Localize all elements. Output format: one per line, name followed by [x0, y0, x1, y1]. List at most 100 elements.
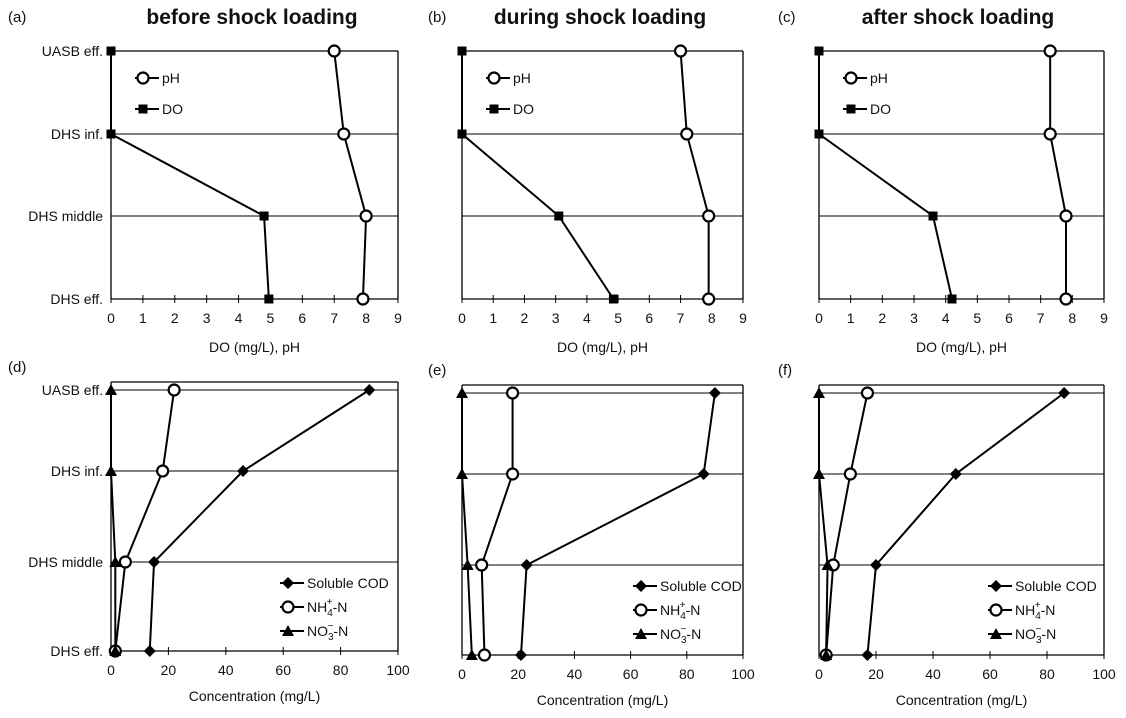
series-line-f-nh4-n [825, 392, 869, 656]
legend-label-c-ph: pH [870, 70, 888, 86]
x-tick-label-f-100: 100 [1092, 666, 1116, 682]
x-tick-label-d-20: 20 [161, 662, 177, 678]
data-point-f-soluble-cod-3 [861, 649, 874, 661]
x-tick-label-f-60: 60 [982, 666, 998, 682]
data-point-a-ph-3 [356, 292, 370, 306]
series-c-ph [1043, 44, 1073, 306]
series-line-e-no3-n [461, 393, 473, 656]
series-f-no3-n [813, 387, 834, 660]
panel-title-c: after shock loading [862, 6, 1055, 29]
series-a-ph [327, 44, 373, 306]
x-tick-label-a-9: 9 [394, 310, 402, 326]
data-point-b-do-2 [554, 211, 564, 221]
x-tick-label-d-80: 80 [333, 662, 349, 678]
data-point-c-ph-2 [1059, 209, 1073, 223]
category-label-a-dhs-eff: DHS eff. [50, 291, 103, 307]
x-axis-title-e: Concentration (mg/L) [537, 692, 669, 708]
x-tick-label-e-20: 20 [510, 666, 526, 682]
legend-label-c-do: DO [870, 101, 891, 117]
series-line-c-ph [1049, 51, 1067, 299]
data-point-d-no3-n-3 [109, 645, 122, 656]
data-point-c-do-0 [814, 46, 824, 56]
data-point-f-soluble-cod-1 [949, 468, 962, 480]
x-tick-label-e-60: 60 [623, 666, 639, 682]
x-tick-label-b-5: 5 [614, 310, 622, 326]
x-tick-label-a-5: 5 [267, 310, 275, 326]
x-axis-title-f: Concentration (mg/L) [896, 692, 1028, 708]
x-tick-label-c-2: 2 [878, 310, 886, 326]
series-d-nh4-n [108, 383, 181, 658]
series-b-do [457, 46, 618, 304]
x-tick-label-c-4: 4 [942, 310, 950, 326]
panel-b: (b) during shock loading 0 1 2 3 4 5 6 7 8 9 DO (mg/… [428, 6, 747, 355]
x-tick-label-a-2: 2 [171, 310, 179, 326]
x-tick-label-b-3: 3 [552, 310, 560, 326]
series-e-soluble-cod [515, 387, 721, 661]
x-tick-label-a-3: 3 [203, 310, 211, 326]
x-tick-label-e-40: 40 [567, 666, 583, 682]
data-point-b-ph-1 [680, 127, 694, 141]
legend-marker-a-do [138, 104, 148, 114]
panel-c: (c) after shock loading 0 1 2 3 4 5 6 7 8 9 DO (mg/L… [778, 6, 1108, 355]
data-point-c-ph-3 [1059, 292, 1073, 306]
data-point-d-soluble-cod-3 [143, 645, 156, 657]
panel-d: (d) 0 20 40 60 80 100 Concentration (mg/L) UASB … [8, 359, 410, 704]
category-label-d-uasb-eff: UASB eff. [42, 382, 103, 398]
legend-label-e-nh4-n: NH4+-N [660, 600, 700, 622]
x-tick-label-a-7: 7 [330, 310, 338, 326]
x-tick-label-f-40: 40 [925, 666, 941, 682]
legend-marker-f-no3-n [990, 628, 1002, 639]
legend-c: pH DO [843, 70, 891, 117]
data-point-e-soluble-cod-0 [708, 387, 721, 399]
legend-marker-d-soluble-cod [282, 577, 294, 589]
x-tick-label-f-0: 0 [815, 666, 823, 682]
series-line-c-do [818, 51, 953, 300]
data-point-e-no3-n-1 [456, 468, 468, 479]
legend-marker-c-do [846, 104, 856, 114]
panel-letter-f: (f) [778, 362, 792, 379]
x-tick-label-e-100: 100 [731, 666, 755, 682]
x-tick-label-b-7: 7 [677, 310, 685, 326]
data-point-b-do-0 [457, 46, 467, 56]
legend-marker-a-ph [136, 71, 150, 85]
x-tick-label-b-1: 1 [489, 310, 497, 326]
legend-label-f-soluble-cod: Soluble COD [1015, 578, 1097, 594]
data-point-a-do-2 [259, 211, 269, 221]
data-point-e-soluble-cod-1 [697, 468, 710, 480]
series-e-no3-n [456, 387, 478, 660]
x-tick-label-b-4: 4 [583, 310, 591, 326]
x-axis-title-a: DO (mg/L), pH [209, 339, 300, 355]
panel-letter-e: (e) [428, 362, 446, 379]
x-tick-label-a-6: 6 [298, 310, 306, 326]
data-point-b-do-3 [608, 294, 618, 304]
category-label-a-dhs-middle: DHS middle [28, 208, 103, 224]
series-line-f-no3-n [818, 393, 829, 656]
panel-e: (e) 0 20 40 60 80 100 Concentration (mg/L) Solub… [428, 362, 755, 708]
legend-label-d-nh4-n: NH4+-N [307, 597, 347, 619]
series-d-no3-n [105, 384, 122, 656]
legend-marker-c-ph [844, 71, 858, 85]
data-point-b-ph-2 [702, 209, 716, 223]
x-tick-label-b-9: 9 [739, 310, 747, 326]
data-point-e-nh4-n-1 [505, 467, 520, 481]
legend-b: pH DO [486, 70, 534, 117]
panel-letter-b: (b) [428, 9, 446, 26]
data-point-f-no3-n-1 [813, 468, 825, 479]
legend-label-b-ph: pH [513, 70, 531, 86]
category-label-d-dhs-eff: DHS eff. [50, 643, 103, 659]
series-f-soluble-cod [861, 387, 1071, 661]
legend-label-e-soluble-cod: Soluble COD [660, 578, 742, 594]
panel-title-b: during shock loading [494, 6, 706, 29]
legend-a: pH DO [135, 70, 183, 117]
x-axis-title-b: DO (mg/L), pH [557, 339, 648, 355]
data-point-e-no3-n-2 [461, 559, 474, 570]
x-tick-label-a-4: 4 [235, 310, 243, 326]
data-point-f-no3-n-2 [821, 559, 834, 570]
legend-label-e-no3-n: NO3−-N [660, 624, 701, 646]
x-tick-label-b-6: 6 [645, 310, 653, 326]
panel-letter-a: (a) [8, 9, 26, 26]
series-line-b-do [461, 51, 615, 300]
